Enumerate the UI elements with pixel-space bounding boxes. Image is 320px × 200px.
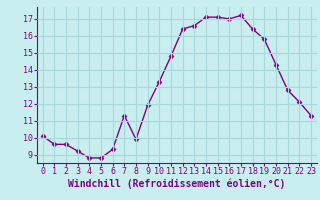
X-axis label: Windchill (Refroidissement éolien,°C): Windchill (Refroidissement éolien,°C) [68,179,285,189]
